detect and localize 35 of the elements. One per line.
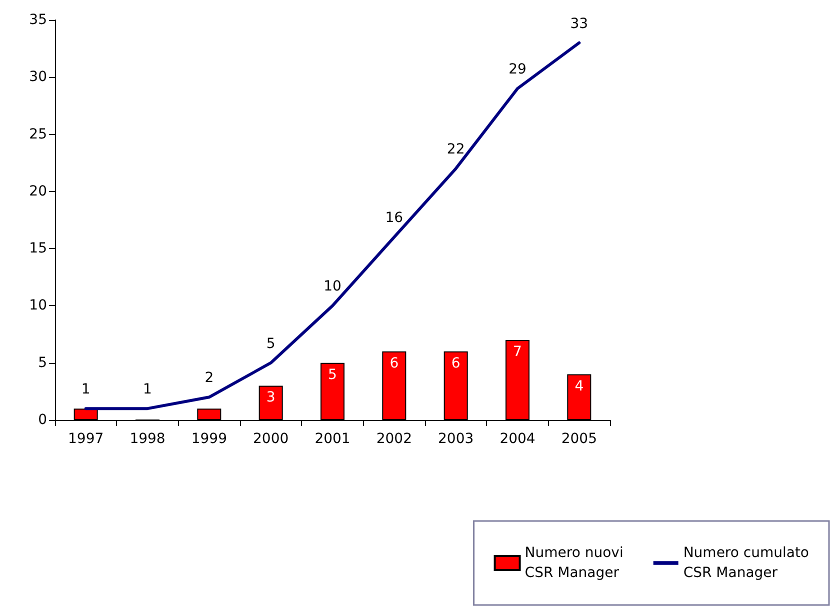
data-label: 3 [266, 390, 276, 406]
x-tick-label: 2003 [438, 431, 474, 447]
y-tick-label: 15 [29, 240, 47, 257]
x-tick-label: 1998 [130, 431, 166, 447]
data-label: 2 [204, 370, 214, 386]
data-label: 7 [513, 344, 522, 360]
data-label: 16 [385, 210, 404, 226]
y-tick-label: 35 [29, 12, 47, 28]
data-label: 33 [570, 16, 588, 32]
y-tick-label: 5 [38, 354, 47, 371]
x-tick-label: 2002 [376, 431, 412, 447]
data-label: 22 [446, 142, 465, 158]
data-label: 10 [324, 278, 342, 295]
legend-label: Numero nuovi CSR Manager [524, 545, 624, 581]
x-tick-label: 2004 [500, 431, 536, 447]
y-tick-label: 25 [29, 126, 47, 142]
legend-label: Numero cumulato CSR Manager [683, 545, 810, 581]
y-tick-label: 10 [29, 298, 47, 314]
y-tick-label: 30 [29, 69, 47, 86]
x-tick-label: 2000 [253, 431, 289, 447]
y-tick-label: 0 [38, 412, 47, 428]
y-tick-label: 20 [29, 183, 47, 200]
data-label: 1 [143, 382, 152, 398]
data-label: 6 [451, 355, 460, 372]
x-tick-label: 2005 [561, 431, 597, 447]
x-tick-label: 1999 [191, 431, 227, 447]
data-label: 6 [390, 355, 399, 372]
data-label: 29 [508, 62, 526, 78]
data-label: 5 [266, 336, 276, 352]
data-label: 1 [81, 382, 90, 398]
data-label: 4 [574, 378, 584, 394]
x-tick-label: 1997 [68, 431, 104, 447]
line-series [84, 41, 581, 410]
data-label: 5 [328, 366, 337, 383]
x-tick-label: 2001 [314, 431, 350, 447]
